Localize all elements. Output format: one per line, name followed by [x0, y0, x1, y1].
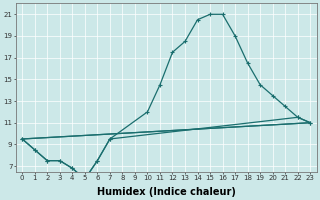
X-axis label: Humidex (Indice chaleur): Humidex (Indice chaleur): [97, 187, 236, 197]
